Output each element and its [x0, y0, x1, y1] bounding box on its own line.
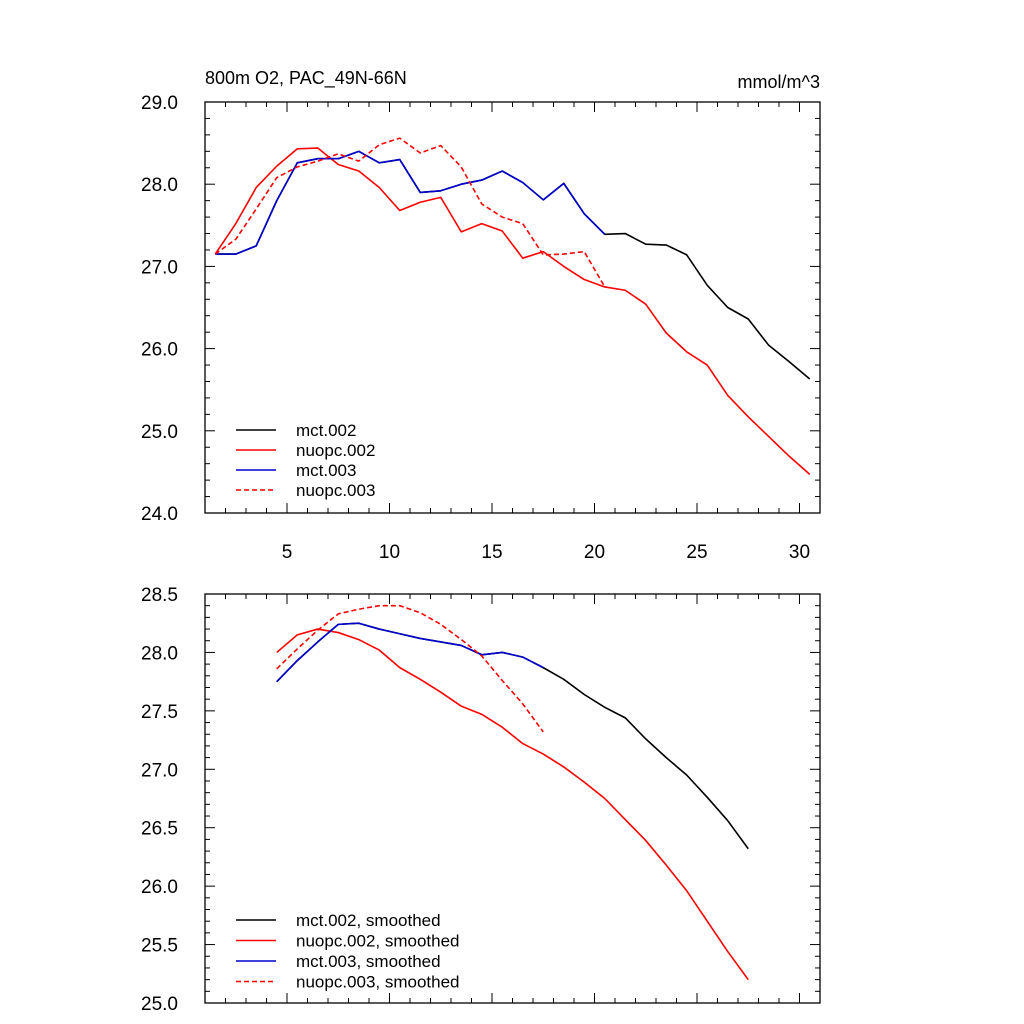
legend-label-0: mct.002 [296, 421, 356, 440]
y-tick-label: 28.0 [141, 643, 178, 664]
chart-panel-bottom: 25.0 25.5 26.0 26.5 27.0 27.5 28.0 28.5 mct.002… [141, 585, 821, 1015]
y-tick-label: 27.0 [141, 760, 178, 781]
legend-label-1: nuopc.002 [296, 441, 375, 460]
x-tick-label: 5 [282, 542, 293, 563]
series-line-2 [215, 150, 606, 255]
series-line-2 [276, 622, 544, 683]
y-tick-label: 27.5 [141, 702, 178, 723]
legend-label-3: nuopc.003, smoothed [296, 973, 460, 992]
chart-units-label: mmol/m^3 [738, 72, 820, 92]
x-tick-label: 10 [379, 542, 400, 563]
y-tick-label: 26.5 [141, 819, 178, 840]
series-line-3 [276, 604, 544, 733]
y-tick-label: 27.0 [141, 257, 178, 278]
y-tick-label: 26.0 [141, 877, 178, 898]
series-line-0 [215, 150, 811, 380]
y-tick-label: 28.5 [141, 585, 178, 606]
y-tick-label: 25.0 [141, 422, 178, 443]
chart-panel-top: 800m O2, PAC_49N-66N mmol/m^3 5 10 15 20 25 3… [141, 68, 821, 563]
y-tick-label: 25.5 [141, 936, 178, 957]
y-tick-label: 28.0 [141, 175, 178, 196]
legend-label-0: mct.002, smoothed [296, 911, 441, 930]
legend-label-3: nuopc.003 [296, 481, 375, 500]
y-tick-label: 26.0 [141, 340, 178, 361]
x-tick-label: 20 [584, 542, 605, 563]
x-tick-label: 30 [789, 542, 810, 563]
y-tick-label: 29.0 [141, 93, 178, 114]
chart-title: 800m O2, PAC_49N-66N [205, 68, 407, 89]
x-tick-label: 25 [686, 542, 707, 563]
legend-label-2: mct.003 [296, 461, 356, 480]
legend-label-2: mct.003, smoothed [296, 952, 441, 971]
series-line-1 [276, 628, 749, 981]
x-tick-label: 15 [481, 542, 502, 563]
series-line-1 [214, 147, 811, 475]
legend-label-1: nuopc.002, smoothed [296, 932, 460, 951]
y-tick-label: 24.0 [141, 504, 178, 525]
y-tick-label: 25.0 [141, 994, 178, 1015]
series-line-3 [214, 137, 606, 288]
